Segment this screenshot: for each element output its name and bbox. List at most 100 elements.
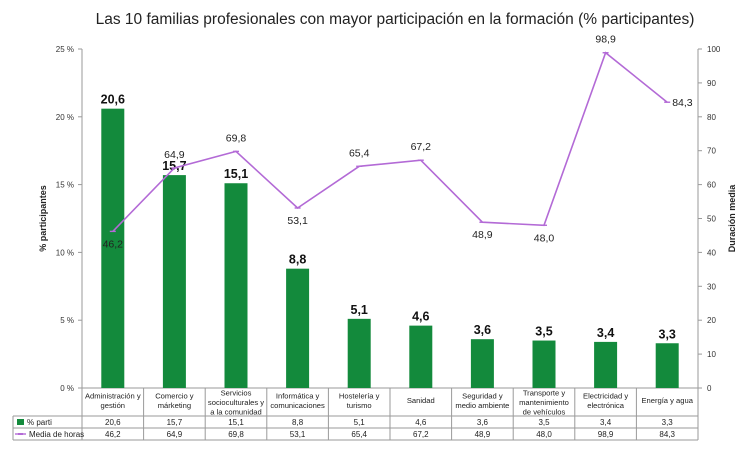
category-label-line: Electricidad y [583, 391, 628, 400]
category-label-line: mantenimiento [519, 398, 569, 407]
table-cell-bars: 20,6 [105, 418, 121, 427]
left-tick-label: 20 % [56, 113, 74, 122]
chart-title: Las 10 familias profesionales con mayor … [96, 11, 695, 28]
category-label-line: comunicaciones [270, 401, 325, 410]
category-label: Administración y gestión [85, 391, 141, 410]
bars: 20,6 15,7 15,1 8,8 5,1 4,6 3,6 3,5 3,4 3,3 [101, 93, 679, 388]
line-data-label: 84,3 [672, 97, 693, 109]
bar [655, 343, 679, 388]
category-label-line: márketing [158, 401, 191, 410]
legend-label-bars: % parti [27, 418, 52, 427]
line-data-label: 65,4 [349, 147, 370, 159]
left-tick-label: 25 % [56, 45, 74, 54]
bar [286, 268, 310, 388]
category-label-line: electrónica [587, 401, 624, 410]
category-label-line: medio ambiente [455, 401, 509, 410]
category-label-line: Sanidad [407, 396, 435, 405]
bar-data-label: 8,8 [289, 253, 306, 267]
category-label-line: Hostelería y [339, 391, 380, 400]
category-label-line: Seguridad y [462, 391, 503, 400]
line-data-label: 67,2 [411, 141, 432, 153]
table-cell-bars: 4,6 [415, 418, 427, 427]
category-label-line: de vehículos [523, 408, 566, 417]
category-label: Electricidad y electrónica [583, 391, 628, 410]
table-cell-bars: 5,1 [354, 418, 366, 427]
line-data-label: 53,1 [287, 215, 308, 227]
right-tick-label: 0 [707, 384, 712, 393]
bar [409, 325, 433, 388]
y-axis-right-title: Duración media [727, 184, 737, 253]
line-data-label: 46,2 [103, 238, 124, 250]
category-label: Transporte y mantenimiento de vehículos [519, 389, 569, 417]
category-label-line: Servicios [221, 389, 252, 398]
category-label-line: Informática y [276, 391, 320, 400]
right-tick-label: 60 [707, 181, 716, 190]
category-label: Sanidad [407, 396, 435, 405]
category-label: Seguridad y medio ambiente [455, 391, 509, 410]
bar [224, 183, 248, 388]
bar-data-label: 15,1 [224, 167, 248, 181]
line-data-label: 98,9 [595, 34, 616, 46]
right-tick-label: 90 [707, 79, 716, 88]
category-label: Energía y agua [641, 396, 693, 405]
table-cell-bars: 3,4 [600, 418, 612, 427]
table-cell-line: 46,2 [105, 430, 121, 439]
table-cell-line: 48,9 [475, 430, 491, 439]
bar [162, 175, 186, 388]
bar [101, 108, 125, 388]
bar [347, 318, 371, 388]
left-tick-label: 5 % [60, 316, 74, 325]
table-cell-bars: 3,6 [477, 418, 489, 427]
category-label-line: Transporte y [523, 389, 566, 398]
line-series: 46,2 64,9 69,8 53,1 65,4 67,2 48,9 48,0 98,9 84,3 [103, 34, 693, 251]
right-tick-label: 100 [707, 45, 721, 54]
line-path [112, 51, 668, 232]
category-label-line: a la comunidad [210, 408, 262, 417]
table-cell-line: 53,1 [290, 430, 306, 439]
table-cell-bars: 15,1 [228, 418, 244, 427]
bar-data-label: 15,7 [162, 159, 186, 173]
bar-data-label: 4,6 [412, 310, 429, 324]
left-tick-label: 10 % [56, 248, 74, 257]
bar [594, 341, 618, 388]
table-cell-bars: 3,3 [662, 418, 674, 427]
bar-data-label: 3,5 [535, 325, 552, 339]
table-cell-line: 48,0 [536, 430, 552, 439]
category-label-line: socioculturales y [208, 398, 264, 407]
table-cell-line: 67,2 [413, 430, 429, 439]
table-cell-line: 64,9 [167, 430, 183, 439]
table-cell-line: 84,3 [659, 430, 675, 439]
right-tick-label: 10 [707, 350, 716, 359]
left-tick-label: 0 % [60, 384, 74, 393]
category-label: Informática y comunicaciones [270, 391, 325, 410]
table-cell-bars: 3,5 [538, 418, 550, 427]
category-label-line: Administración y [85, 391, 141, 400]
table-cell-line: 65,4 [351, 430, 367, 439]
table-cell-line: 98,9 [598, 430, 614, 439]
bar [470, 339, 494, 388]
right-tick-label: 70 [707, 147, 716, 156]
bar [532, 340, 556, 388]
table-cell-bars: 8,8 [292, 418, 304, 427]
right-tick-label: 20 [707, 316, 716, 325]
right-tick-label: 80 [707, 113, 716, 122]
bar-data-label: 5,1 [351, 303, 368, 317]
left-tick-label: 15 % [56, 181, 74, 190]
category-label-line: Energía y agua [641, 396, 693, 405]
y-axis-left-title: % participantes [38, 185, 48, 252]
right-tick-label: 30 [707, 282, 716, 291]
line-data-label: 48,9 [472, 229, 493, 241]
category-label: Comercio y márketing [155, 391, 194, 410]
axes: 0 % 5 % 10 % 15 % 20 % 25 % 0 10 20 30 40 50 60 70 80 9… [38, 45, 737, 417]
bar-data-label: 3,3 [659, 327, 676, 341]
table-cell-bars: 15,7 [167, 418, 183, 427]
category-label-line: turismo [347, 401, 372, 410]
line-data-label: 64,9 [164, 149, 185, 161]
data-table: % parti Media de horas 20,6 46,2 15,7 64,9 15,… [12, 415, 699, 441]
right-tick-label: 40 [707, 248, 716, 257]
category-label-line: gestión [101, 401, 126, 410]
legend-label-line: Media de horas [29, 430, 84, 439]
legend-key-bars [17, 419, 24, 425]
